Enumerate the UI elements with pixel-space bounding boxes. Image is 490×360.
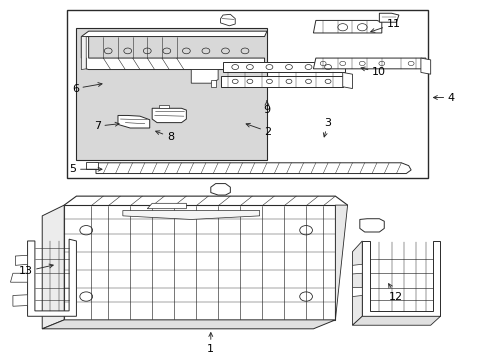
- Text: 13: 13: [19, 264, 53, 276]
- Polygon shape: [13, 295, 27, 306]
- Polygon shape: [64, 205, 335, 320]
- Polygon shape: [86, 162, 98, 169]
- Text: 7: 7: [94, 121, 119, 131]
- Polygon shape: [159, 105, 169, 108]
- Text: 11: 11: [371, 19, 401, 32]
- Polygon shape: [362, 241, 441, 316]
- Polygon shape: [211, 80, 216, 87]
- Text: 12: 12: [389, 284, 403, 302]
- Polygon shape: [220, 14, 235, 26]
- Polygon shape: [343, 72, 352, 89]
- Polygon shape: [211, 184, 230, 195]
- Polygon shape: [81, 37, 86, 69]
- Text: 3: 3: [323, 118, 332, 137]
- Polygon shape: [352, 288, 362, 297]
- Bar: [76, 28, 267, 160]
- Polygon shape: [27, 239, 76, 316]
- Text: 9: 9: [264, 101, 270, 115]
- Polygon shape: [152, 108, 186, 123]
- Polygon shape: [335, 205, 347, 320]
- Polygon shape: [314, 58, 426, 69]
- Polygon shape: [42, 205, 64, 329]
- Polygon shape: [118, 116, 150, 128]
- Polygon shape: [81, 37, 265, 69]
- Polygon shape: [15, 255, 27, 265]
- Text: 2: 2: [246, 123, 271, 136]
- Polygon shape: [191, 69, 218, 83]
- Polygon shape: [352, 316, 441, 325]
- Polygon shape: [421, 58, 431, 74]
- Polygon shape: [360, 219, 384, 232]
- Polygon shape: [220, 76, 343, 87]
- Polygon shape: [96, 163, 411, 174]
- Polygon shape: [379, 13, 399, 22]
- Text: 6: 6: [72, 82, 102, 94]
- Polygon shape: [352, 241, 362, 325]
- Polygon shape: [314, 21, 382, 33]
- Text: 4: 4: [434, 93, 455, 103]
- Polygon shape: [81, 31, 267, 37]
- Text: 8: 8: [156, 131, 174, 142]
- Polygon shape: [223, 62, 345, 72]
- Text: 5: 5: [70, 164, 102, 174]
- Bar: [67, 10, 428, 178]
- Polygon shape: [147, 203, 186, 209]
- Text: 1: 1: [207, 333, 214, 354]
- Text: 10: 10: [361, 67, 386, 77]
- Polygon shape: [352, 264, 362, 274]
- Polygon shape: [123, 211, 260, 220]
- Polygon shape: [10, 273, 27, 282]
- Polygon shape: [64, 196, 347, 214]
- Polygon shape: [42, 320, 335, 329]
